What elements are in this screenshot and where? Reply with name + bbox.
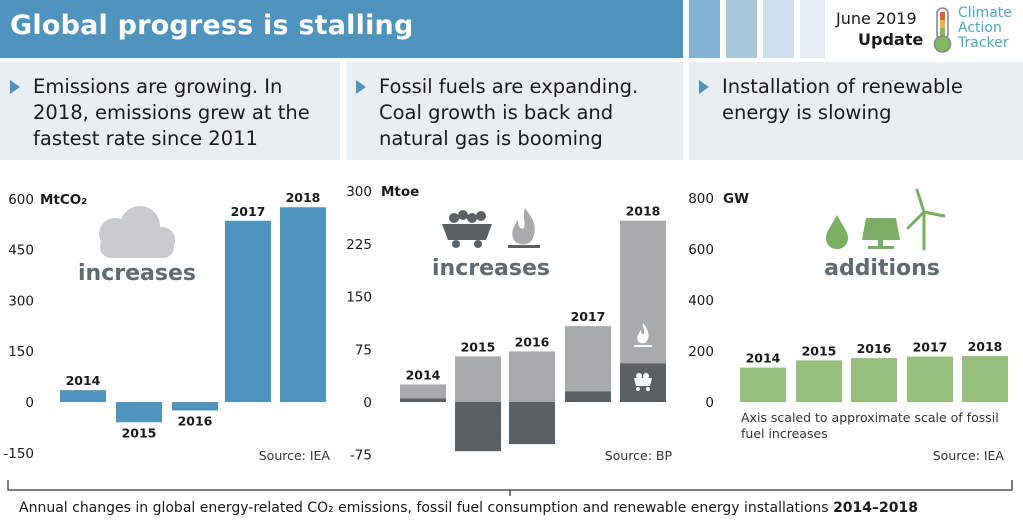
- bar: [116, 402, 162, 423]
- water-drop-icon: [826, 215, 848, 249]
- y-tick-label: 300: [8, 293, 34, 309]
- y-tick-label: 300: [346, 184, 372, 200]
- bar-natural-gas: [455, 356, 501, 402]
- bar-label: 2015: [122, 425, 157, 440]
- y-tick-label: 800: [688, 191, 714, 207]
- bar-label: 2018: [286, 190, 321, 205]
- y-tick-label: 200: [688, 344, 714, 360]
- bar-natural-gas: [509, 351, 555, 402]
- page-title: Global progress is stalling: [10, 10, 414, 41]
- coal-cart-icon: [646, 387, 650, 391]
- y-tick-label: 225: [346, 237, 372, 253]
- headline-text: Fossil fuels are expanding. Coal growth …: [379, 75, 639, 150]
- coal-cart-icon: [643, 373, 649, 379]
- coal-cart-icon: [634, 378, 652, 386]
- header-stripe: [763, 0, 794, 58]
- bar-label: 2018: [968, 339, 1003, 354]
- bar-label: 2018: [626, 204, 661, 219]
- chart-emissions: 6004503001500-150MtCO₂CO₂increases201420…: [3, 190, 330, 463]
- overlay-title: increases: [78, 261, 196, 286]
- unit-label: GW: [723, 191, 749, 207]
- flame-icon: [637, 323, 649, 344]
- bar-label: 2015: [461, 339, 496, 354]
- bar: [60, 390, 106, 402]
- coal-cart-icon: [442, 210, 492, 248]
- bar-coal: [455, 402, 501, 452]
- headline-text: Emissions are growing. In 2018, emission…: [33, 75, 310, 150]
- bar-label: 2015: [802, 343, 837, 358]
- bar-label: 2017: [571, 309, 606, 324]
- header-bar: [0, 0, 683, 58]
- chart-renewables: 800 600 400 200 0 GW additions 2014 2015 2016 2017…: [688, 191, 1008, 463]
- bar: [851, 358, 897, 402]
- y-tick-label: 75: [355, 342, 372, 358]
- bar: [962, 356, 1008, 402]
- headline-box: Emissions are growing. In 2018, emission…: [0, 62, 340, 160]
- overlay-title: increases: [432, 256, 550, 281]
- source-label: Source: IEA: [259, 448, 331, 463]
- y-tick-label: 150: [346, 290, 372, 306]
- flame-icon: [508, 208, 540, 248]
- arrow-icon: [699, 80, 709, 94]
- bar-coal: [565, 391, 611, 402]
- y-tick-label: 600: [8, 192, 34, 208]
- bar-label: 2016: [515, 334, 550, 349]
- bar-coal: [509, 402, 555, 445]
- update-label: Update: [858, 30, 924, 49]
- bar: [796, 360, 842, 402]
- overlay-title: additions: [824, 256, 940, 281]
- bar: [225, 220, 271, 402]
- bar-natural-gas: [400, 384, 446, 399]
- source-label: Source: IEA: [933, 448, 1005, 463]
- bar-label: 2014: [66, 373, 101, 388]
- arrow-icon: [10, 80, 20, 94]
- footer-caption: Annual changes in global energy-related …: [19, 500, 918, 516]
- source-label: Source: BP: [605, 448, 673, 463]
- bar-natural-gas: [565, 326, 611, 392]
- wind-turbine-icon: [906, 188, 946, 251]
- y-tick-label: 0: [363, 395, 372, 411]
- bar-label: 2014: [406, 367, 441, 382]
- headline-box: Fossil fuels are expanding. Coal growth …: [346, 62, 683, 160]
- coal-cart-icon: [636, 373, 642, 379]
- bar: [740, 367, 786, 402]
- thermometer-icon: [933, 7, 952, 53]
- unit-label: Mtoe: [381, 184, 419, 200]
- bar-label: 2016: [178, 413, 213, 428]
- cloud-icon: [99, 206, 175, 258]
- update-date: June 2019: [836, 9, 917, 28]
- bar-label: 2017: [913, 340, 948, 355]
- y-tick-label: -75: [350, 448, 372, 464]
- arrow-icon: [356, 80, 366, 94]
- headline-box: Installation of renewable energy is slow…: [689, 62, 1023, 160]
- y-tick-label: 400: [688, 293, 714, 309]
- headline-text: Installation of renewable energy is slow…: [722, 75, 963, 124]
- bar: [907, 356, 953, 402]
- solar-panel-icon: [862, 218, 900, 249]
- axis-note: Axis scaled to approximate scale of foss…: [741, 410, 999, 425]
- bar: [172, 402, 218, 411]
- y-tick-label: 600: [688, 242, 714, 258]
- bar-coal: [400, 398, 446, 402]
- y-tick-label: 150: [8, 344, 34, 360]
- y-tick-label: -150: [3, 446, 34, 462]
- bar-label: 2016: [857, 341, 892, 356]
- axis-note: fuel increases: [741, 426, 828, 441]
- header-stripe: [726, 0, 757, 58]
- coal-cart-icon: [636, 387, 640, 391]
- charts-area: 6004503001500-150MtCO₂CO₂increases201420…: [3, 184, 1013, 496]
- bar: [280, 207, 326, 402]
- y-tick-label: 0: [25, 395, 34, 411]
- logo-text: Climate Action Tracker: [958, 5, 1012, 51]
- bar-label: 2014: [746, 351, 781, 366]
- y-tick-label: 0: [705, 395, 714, 411]
- chart-fossil-fuels: 300 225 150 75 0 -75 Mtoe increases 2014 2015 2016…: [346, 184, 672, 464]
- header-stripe: [689, 0, 720, 58]
- bar-label: 2017: [231, 204, 266, 219]
- unit-label: MtCO₂: [40, 192, 87, 208]
- footer-bracket: [7, 480, 1013, 491]
- y-tick-label: 450: [8, 243, 34, 259]
- flame-icon: [634, 345, 652, 347]
- header-stripe: [800, 0, 825, 58]
